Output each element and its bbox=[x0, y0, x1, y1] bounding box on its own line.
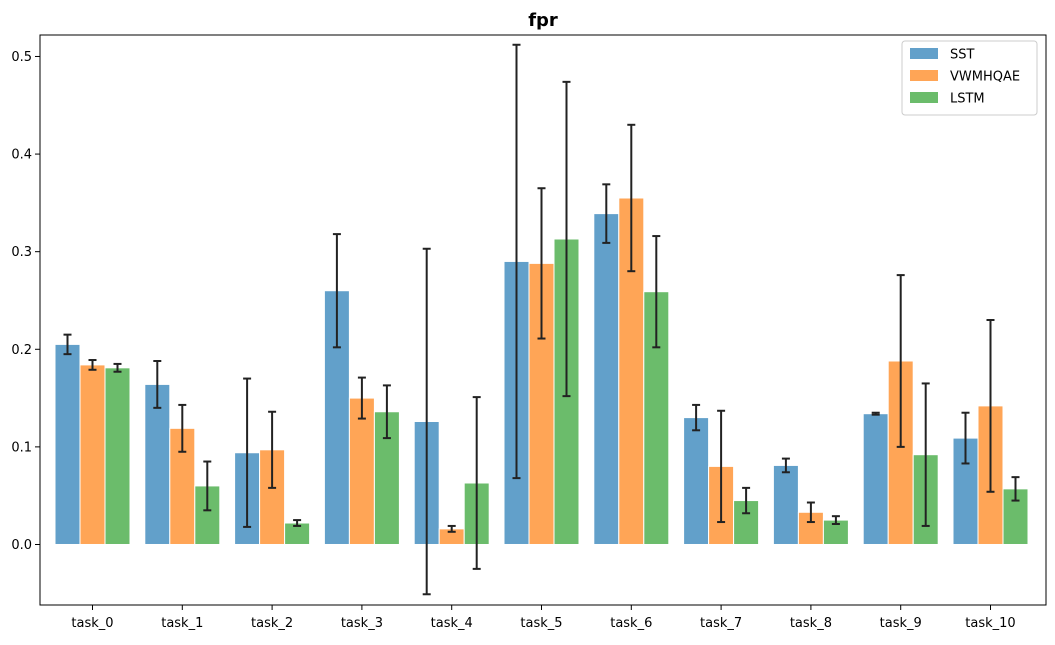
legend-swatch-lstm bbox=[910, 92, 938, 103]
errorbar-lstm-task-5 bbox=[562, 80, 571, 398]
errorbar-lstm-task-0 bbox=[113, 362, 122, 373]
y-tick-label: 0.5 bbox=[11, 50, 32, 65]
errorbar-lstm-task-1 bbox=[203, 460, 212, 512]
bar-vwmhqae-task-1 bbox=[169, 427, 196, 545]
errorbar-sst-task-1 bbox=[153, 359, 162, 409]
bar-sst-task-9 bbox=[862, 413, 889, 545]
bar-sst-task-7 bbox=[683, 417, 710, 545]
legend: SST VWMHQAE LSTM bbox=[901, 40, 1038, 116]
errorbar-vwmhqae-task-1 bbox=[178, 403, 187, 453]
errorbar-lstm-task-9 bbox=[921, 382, 930, 527]
errorbar-vwmhqae-task-0 bbox=[88, 359, 97, 371]
errorbar-lstm-task-10 bbox=[1011, 476, 1020, 502]
errorbar-lstm-task-2 bbox=[293, 519, 302, 527]
errorbar-vwmhqae-task-7 bbox=[717, 409, 726, 524]
errorbar-vwmhqae-task-9 bbox=[896, 274, 905, 448]
bar-sst-task-8 bbox=[772, 464, 799, 545]
errorbar-lstm-task-3 bbox=[382, 384, 391, 440]
errorbar-vwmhqae-task-10 bbox=[986, 319, 995, 493]
errorbar-vwmhqae-task-3 bbox=[357, 376, 366, 420]
errorbar-sst-task-10 bbox=[961, 411, 970, 465]
errorbar-sst-task-9 bbox=[871, 411, 880, 416]
bar-sst-task-1 bbox=[144, 383, 171, 545]
legend-label-sst: SST bbox=[950, 48, 975, 63]
legend-label-lstm: LSTM bbox=[950, 92, 985, 107]
errorbar-lstm-task-6 bbox=[652, 235, 661, 349]
chart-title: fpr bbox=[528, 10, 558, 31]
x-tick-label: task_1 bbox=[161, 616, 203, 631]
errorbar-sst-task-6 bbox=[602, 183, 611, 244]
bar-sst-task-0 bbox=[54, 343, 81, 545]
errorbar-lstm-task-7 bbox=[742, 486, 751, 515]
x-tick-label: task_6 bbox=[610, 616, 652, 631]
x-tick-label: task_9 bbox=[880, 616, 922, 631]
errorbar-sst-task-7 bbox=[692, 403, 701, 432]
errorbar-sst-task-5 bbox=[512, 43, 521, 480]
y-tick-label: 0.3 bbox=[11, 245, 32, 260]
errorbar-sst-task-3 bbox=[332, 233, 341, 349]
legend-swatch-sst bbox=[910, 48, 938, 59]
errorbar-vwmhqae-task-2 bbox=[268, 410, 277, 489]
axes-layer: 0.0 0.1 0.2 0.3 0.4 0.5 task_0 task_1 task_2 task… bbox=[11, 34, 1047, 631]
x-tick-label: task_3 bbox=[341, 616, 383, 631]
y-tick-label: 0.0 bbox=[11, 538, 32, 553]
y-tick-label: 0.2 bbox=[11, 343, 32, 358]
x-tick-label: task_4 bbox=[431, 616, 473, 631]
x-tick-label: task_2 bbox=[251, 616, 293, 631]
x-tick-label: task_8 bbox=[790, 616, 832, 631]
x-tick-label: task_7 bbox=[700, 616, 742, 631]
bar-sst-task-6 bbox=[593, 213, 620, 545]
x-tick-label: task_5 bbox=[520, 616, 562, 631]
x-tick-label: task_10 bbox=[965, 616, 1015, 631]
bar-vwmhqae-task-0 bbox=[79, 364, 106, 545]
errorbar-vwmhqae-task-5 bbox=[537, 187, 546, 340]
errorbar-lstm-task-8 bbox=[831, 515, 840, 525]
errorbar-vwmhqae-task-8 bbox=[806, 501, 815, 524]
errorbar-lstm-task-4 bbox=[472, 396, 481, 570]
y-tick-label: 0.1 bbox=[11, 440, 32, 455]
bar-lstm-task-0 bbox=[104, 367, 131, 545]
axes-frame bbox=[39, 34, 1047, 606]
errorbar-sst-task-2 bbox=[243, 377, 252, 528]
legend-label-vwmhqae: VWMHQAE bbox=[950, 70, 1020, 85]
bar-vwmhqae-task-3 bbox=[348, 397, 375, 545]
legend-swatch-vwmhqae bbox=[910, 70, 938, 81]
y-tick-label: 0.4 bbox=[11, 148, 32, 163]
errorbar-vwmhqae-task-6 bbox=[627, 123, 636, 273]
x-tick-label: task_0 bbox=[71, 616, 113, 631]
errorbar-sst-task-4 bbox=[422, 247, 431, 596]
errorbar-sst-task-8 bbox=[781, 457, 790, 474]
errorbars-layer bbox=[63, 43, 1020, 596]
errorbar-vwmhqae-task-4 bbox=[447, 524, 456, 533]
errorbar-sst-task-0 bbox=[63, 333, 72, 356]
